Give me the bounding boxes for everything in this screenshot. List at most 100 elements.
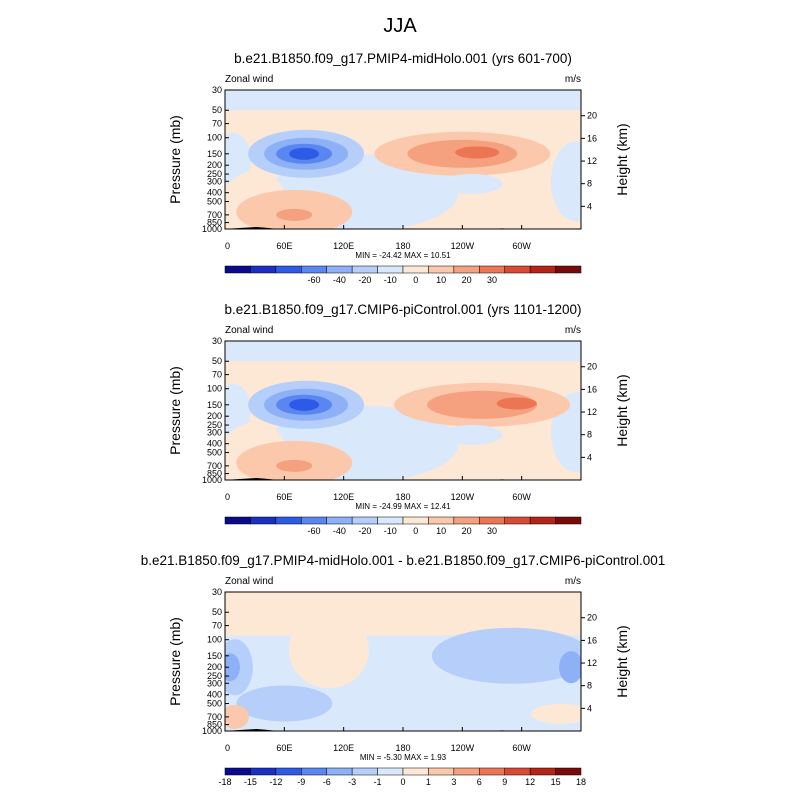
colorbar-swatch bbox=[453, 767, 480, 776]
positive-surface bbox=[225, 704, 249, 729]
colorbar-swatch bbox=[275, 767, 302, 776]
y-tick-label: 500 bbox=[207, 448, 222, 458]
contour-field bbox=[225, 592, 581, 731]
upper-westerly-core bbox=[496, 397, 537, 410]
colorbar-swatch bbox=[326, 516, 353, 525]
colorbar-tick-label: 20 bbox=[462, 275, 472, 285]
y-tick-label: 850 bbox=[207, 469, 222, 479]
colorbar-swatch bbox=[479, 265, 505, 274]
y-tick-label: 70 bbox=[212, 621, 222, 631]
y-right-tick-label: 16 bbox=[587, 133, 597, 143]
colorbar-swatch bbox=[479, 767, 505, 776]
units-label: m/s bbox=[565, 576, 581, 587]
y-tick-label: 50 bbox=[212, 105, 222, 115]
colorbar-swatch bbox=[250, 516, 277, 525]
panel-3: b.e21.B1850.f09_g17.PMIP4-midHolo.001 - … bbox=[141, 553, 666, 787]
colorbar-tick-label: -3 bbox=[348, 777, 356, 787]
units-label: m/s bbox=[565, 74, 581, 85]
y-right-tick-label: 12 bbox=[587, 658, 597, 668]
y-tick-label: 100 bbox=[207, 133, 222, 143]
x-tick-label: 120E bbox=[333, 241, 354, 251]
x-tick-label: 120E bbox=[333, 492, 354, 502]
y-right-tick-label: 20 bbox=[587, 111, 597, 121]
y-tick-label: 250 bbox=[207, 169, 222, 179]
colorbar-tick-label: 9 bbox=[502, 777, 507, 787]
colorbar-tick-label: -10 bbox=[384, 526, 397, 536]
min-max-stats: MIN = -24.42 MAX = 10.51 bbox=[355, 251, 451, 260]
colorbar-swatch bbox=[301, 767, 327, 776]
colorbar-swatch bbox=[377, 767, 404, 776]
x-tick-label: 120W bbox=[451, 492, 475, 502]
colorbar-tick-label: -10 bbox=[384, 275, 397, 285]
panel-title: b.e21.B1850.f09_g17.PMIP4-midHolo.001 (y… bbox=[234, 51, 572, 66]
mid-easterly bbox=[442, 173, 503, 194]
colorbar-swatch bbox=[504, 265, 531, 274]
colorbar-swatch bbox=[428, 265, 455, 274]
colorbar-swatch bbox=[428, 516, 455, 525]
colorbar-swatch bbox=[326, 767, 353, 776]
y-tick-label: 50 bbox=[212, 356, 222, 366]
y-right-tick-label: 4 bbox=[587, 201, 592, 211]
min-max-stats: MIN = -5.30 MAX = 1.93 bbox=[360, 753, 447, 762]
colorbar-swatch bbox=[529, 767, 556, 776]
colorbar-tick-label: 30 bbox=[487, 275, 497, 285]
y-tick-label: 200 bbox=[207, 662, 222, 672]
colorbar-tick-label: 0 bbox=[400, 777, 405, 787]
colorbar-swatch bbox=[555, 767, 582, 776]
x-tick-label: 60E bbox=[276, 241, 292, 251]
upper-westerly-2 bbox=[427, 390, 538, 419]
colorbar-tick-label: -9 bbox=[297, 777, 305, 787]
colorbar-tick-label: 10 bbox=[436, 526, 446, 536]
colorbar-swatch bbox=[529, 265, 556, 274]
x-tick-label: 60E bbox=[276, 492, 292, 502]
easterly-east-edge bbox=[551, 141, 581, 222]
y-tick-label: 700 bbox=[207, 461, 222, 471]
y-tick-label: 30 bbox=[212, 85, 222, 95]
colorbar-swatch bbox=[555, 516, 582, 525]
colorbar-tick-label: 3 bbox=[451, 777, 456, 787]
panel-1: b.e21.B1850.f09_g17.PMIP4-midHolo.001 (y… bbox=[167, 51, 630, 285]
colorbar-swatch bbox=[555, 265, 582, 274]
y-tick-label: 200 bbox=[207, 411, 222, 421]
colorbar-tick-label: -40 bbox=[333, 275, 346, 285]
panel-title: b.e21.B1850.f09_g17.PMIP4-midHolo.001 - … bbox=[141, 553, 666, 568]
panel-title: b.e21.B1850.f09_g17.CMIP6-piControl.001 … bbox=[225, 302, 582, 317]
colorbar-tick-label: 0 bbox=[413, 275, 418, 285]
colorbar-swatch bbox=[504, 516, 531, 525]
y-tick-label: 70 bbox=[212, 119, 222, 129]
topography bbox=[225, 477, 285, 480]
colorbar-tick-label: 18 bbox=[576, 777, 586, 787]
y-tick-label: 100 bbox=[207, 384, 222, 394]
y-tick-label: 50 bbox=[212, 607, 222, 617]
colorbar-tick-label: -60 bbox=[307, 526, 320, 536]
y-tick-label: 30 bbox=[212, 587, 222, 597]
y-right-axis-title: Height (km) bbox=[614, 374, 630, 446]
jet-level-4 bbox=[289, 398, 320, 411]
y-tick-label: 400 bbox=[207, 439, 222, 449]
colorbar-tick-label: -12 bbox=[269, 777, 282, 787]
colorbar-swatch bbox=[402, 767, 429, 776]
colorbar-swatch bbox=[224, 767, 251, 776]
colorbar-swatch bbox=[351, 516, 378, 525]
colorbar-swatch bbox=[377, 516, 404, 525]
y-right-tick-label: 4 bbox=[587, 452, 592, 462]
colorbar-tick-label: -6 bbox=[323, 777, 331, 787]
y-right-tick-label: 12 bbox=[587, 407, 597, 417]
y-tick-label: 700 bbox=[207, 712, 222, 722]
colorbar-tick-label: -20 bbox=[358, 275, 371, 285]
figure-title: JJA bbox=[383, 15, 417, 37]
y-tick-label: 150 bbox=[207, 651, 222, 661]
colorbar-swatch bbox=[224, 516, 251, 525]
colorbar-swatch bbox=[275, 516, 302, 525]
upper-band bbox=[225, 90, 581, 111]
y-tick-label: 30 bbox=[212, 336, 222, 346]
colorbar-swatch bbox=[301, 265, 327, 274]
y-tick-label: 500 bbox=[207, 699, 222, 709]
y-axis-title: Pressure (mb) bbox=[167, 617, 183, 706]
negative-east bbox=[431, 627, 581, 684]
y-tick-label: 400 bbox=[207, 690, 222, 700]
x-tick-label: 60W bbox=[512, 492, 531, 502]
y-tick-label: 70 bbox=[212, 370, 222, 380]
colorbar-tick-label: 12 bbox=[525, 777, 535, 787]
colorbar-swatch bbox=[351, 767, 378, 776]
